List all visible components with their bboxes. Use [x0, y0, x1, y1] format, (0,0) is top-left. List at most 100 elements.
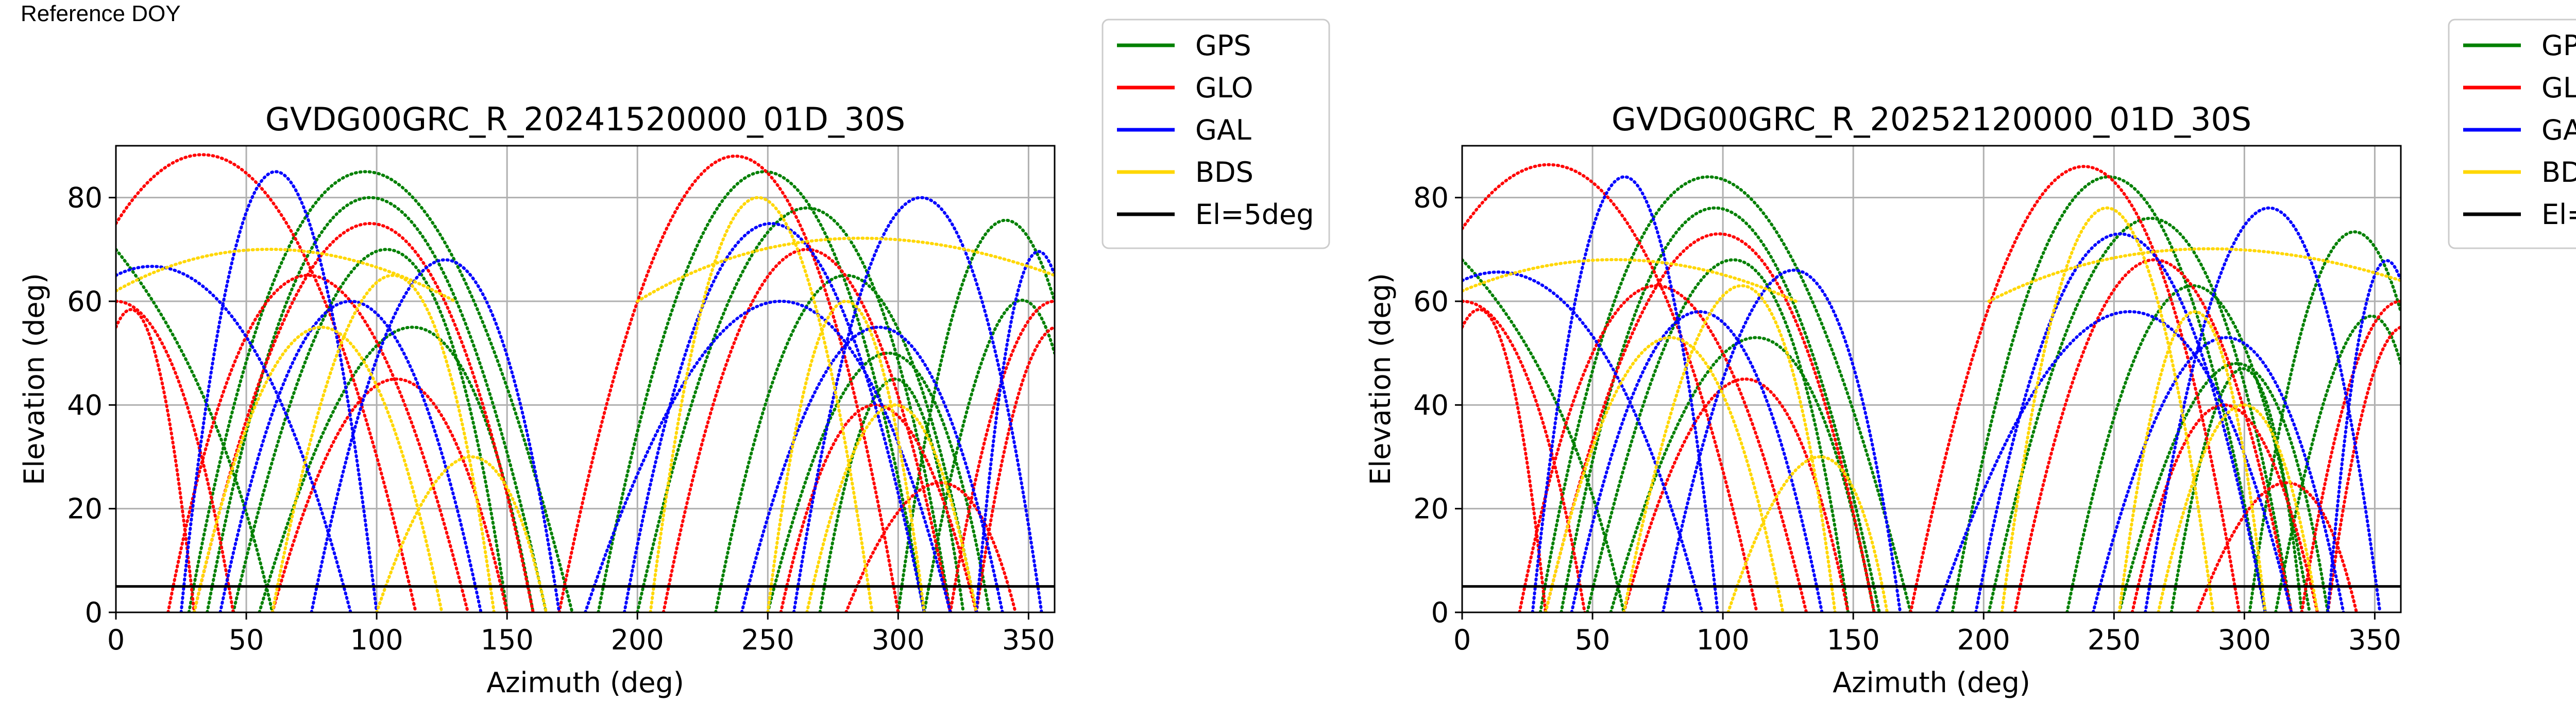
track-bds: [649, 196, 874, 612]
chart-2: 0 50 100 150 200 250 300 350 0 20 40 60 80 GVDG00GRC_…: [1364, 19, 2576, 699]
y-tick-label: 60: [67, 285, 103, 318]
track-bds: [805, 403, 978, 612]
y-tick-label: 40: [67, 389, 103, 421]
track-gal: [740, 325, 1004, 612]
track-bds: [636, 236, 1055, 303]
track-bds: [375, 455, 548, 612]
legend-label: GPS: [1195, 29, 1251, 62]
x-tick-label: 0: [107, 624, 125, 656]
track-bds: [1987, 247, 2401, 303]
track-gps: [258, 325, 535, 612]
track-gal: [116, 265, 352, 612]
track-gps: [766, 351, 991, 612]
legend-label: El=5deg: [1195, 198, 1314, 231]
track-gal: [2091, 336, 2345, 612]
track-gal: [975, 250, 1055, 612]
y-tick-label: 0: [85, 596, 103, 629]
track-gal: [179, 170, 379, 612]
track-glo: [1462, 308, 1547, 612]
legend: GPS GLO GAL BDS El=5deg: [1101, 19, 1330, 249]
x-tick-label: 300: [872, 624, 925, 656]
track-gps: [1462, 258, 1625, 612]
x-tick-label: 200: [611, 624, 664, 656]
x-tick-label: 150: [1827, 624, 1880, 656]
x-tick-label: 100: [1697, 624, 1750, 656]
x-tick-label: 200: [1957, 624, 2010, 656]
x-tick-label: 350: [1002, 624, 1055, 656]
track-gal: [310, 258, 561, 612]
legend-box: [2448, 19, 2576, 249]
x-axis-label: Azimuth (deg): [486, 666, 684, 699]
y-tick-label: 40: [1413, 389, 1449, 421]
track-glo: [1544, 232, 1876, 612]
legend-label: BDS: [1195, 156, 1253, 188]
track-glo: [1518, 284, 1808, 612]
legend-label: El=5deg: [2541, 198, 2576, 231]
track-gps: [1987, 216, 2293, 612]
legend: GPS GLO GAL BDS El=5deg: [2448, 19, 2576, 249]
data-layer: [1462, 163, 2401, 612]
chart-1: 0 50 100 150 200 250 300 350 0 20 40 60 80 GVDG00GRC_…: [18, 19, 1330, 699]
track-gps: [2274, 314, 2401, 612]
track-gal: [1531, 175, 1719, 612]
y-tick-label: 20: [67, 493, 103, 525]
y-tick-label: 80: [1413, 182, 1449, 214]
track-gps: [896, 218, 1055, 612]
x-tick-label: 250: [741, 624, 794, 656]
legend-box: [1101, 19, 1330, 249]
x-tick-label: 300: [2218, 624, 2271, 656]
y-tick-label: 0: [1431, 596, 1449, 629]
track-bds: [1726, 455, 1889, 612]
plot-frame: [115, 145, 1056, 613]
track-glo: [2196, 481, 2358, 612]
track-gal: [792, 196, 1043, 612]
x-tick-label: 50: [1575, 624, 1611, 656]
x-axis-label: Azimuth (deg): [1833, 666, 2030, 699]
track-glo: [948, 300, 1055, 612]
track-bds: [2000, 206, 2215, 612]
track-gal: [1462, 270, 1704, 612]
x-tick-label: 0: [1453, 624, 1471, 656]
x-tick-label: 100: [350, 624, 403, 656]
track-glo: [844, 481, 1018, 612]
track-glo: [192, 222, 535, 612]
x-tick-label: 350: [2348, 624, 2401, 656]
track-glo: [1462, 163, 1758, 612]
legend-label: GLO: [1195, 72, 1253, 104]
track-gal: [1935, 310, 2293, 612]
track-gal: [218, 300, 483, 612]
x-tick-label: 250: [2088, 624, 2141, 656]
y-tick-label: 80: [67, 182, 103, 214]
y-axis-label: Elevation (deg): [1364, 273, 1397, 485]
track-glo: [116, 308, 196, 612]
track-glo: [116, 300, 235, 612]
track-bds: [270, 273, 496, 612]
track-gps: [636, 207, 952, 612]
track-gps: [1585, 258, 1850, 612]
track-gal: [1570, 310, 1824, 612]
track-gps: [2065, 284, 2311, 612]
track-glo: [975, 325, 1055, 612]
track-bds: [766, 300, 926, 612]
track-bds: [116, 248, 456, 303]
track-glo: [2300, 300, 2401, 612]
track-gps: [1538, 175, 1912, 612]
y-tick-label: 60: [1413, 285, 1449, 318]
track-bds: [192, 325, 444, 612]
track-gps: [1951, 175, 2267, 612]
track-gps: [206, 196, 548, 612]
track-gps: [1560, 207, 1881, 612]
track-gal: [2326, 259, 2401, 612]
track-glo: [1622, 378, 1850, 612]
y-axis-label: Elevation (deg): [18, 273, 50, 485]
track-bds: [1544, 336, 1785, 612]
track-glo: [2326, 325, 2401, 612]
y-tick-label: 20: [1413, 493, 1449, 525]
track-bds: [1622, 284, 1837, 612]
track-gps: [187, 170, 574, 612]
track-glo: [1462, 300, 1586, 612]
plot-frame: [1461, 145, 2402, 613]
track-gps: [2248, 230, 2401, 612]
track-glo: [1909, 165, 2241, 612]
track-gps: [818, 378, 965, 612]
